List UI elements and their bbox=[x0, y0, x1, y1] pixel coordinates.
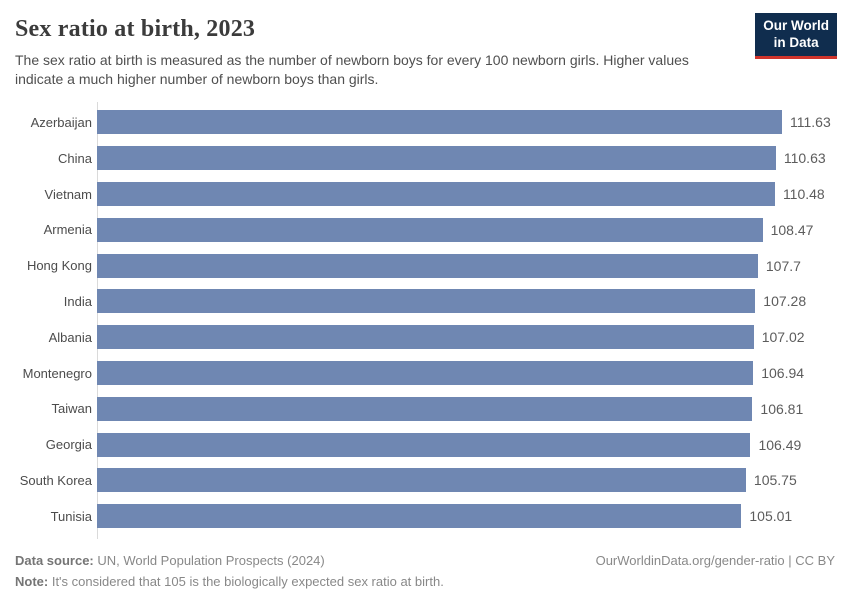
bar-track: 105.75 bbox=[97, 468, 797, 493]
chart-row: South Korea 105.75 bbox=[15, 463, 835, 499]
bar-track: 105.01 bbox=[97, 504, 792, 529]
note-text: It's considered that 105 is the biologic… bbox=[48, 574, 444, 590]
value-label: 106.94 bbox=[761, 365, 805, 382]
value-label: 107.02 bbox=[761, 329, 805, 346]
note-label: Note: bbox=[15, 574, 49, 590]
category-label: Albania bbox=[48, 329, 92, 345]
category-label: Armenia bbox=[43, 222, 92, 238]
chart-row: Vietnam 110.48 bbox=[15, 176, 835, 212]
chart-row: Albania 107.02 bbox=[15, 319, 835, 355]
bar-track: 108.47 bbox=[97, 217, 813, 242]
category-label: South Korea bbox=[19, 472, 92, 488]
bar-track: 107.28 bbox=[97, 289, 806, 314]
value-label: 110.48 bbox=[782, 186, 825, 203]
footer-left: Data source: UN, World Population Prospe… bbox=[15, 550, 444, 592]
chart-footer: Data source: UN, World Population Prospe… bbox=[15, 550, 835, 592]
bar[interactable] bbox=[97, 468, 746, 493]
bar[interactable] bbox=[97, 504, 742, 529]
owid-logo-line1: Our World bbox=[763, 18, 829, 33]
category-label: Vietnam bbox=[44, 186, 92, 202]
bar-track: 106.94 bbox=[97, 361, 804, 386]
bar[interactable] bbox=[97, 217, 763, 242]
category-label: Hong Kong bbox=[26, 258, 92, 274]
bar-rows: Azerbaijan 111.63 China 110.63 Vietnam 110.48… bbox=[15, 105, 835, 535]
category-label: India bbox=[63, 293, 92, 309]
bar[interactable] bbox=[97, 325, 754, 350]
owid-logo-line2: in Data bbox=[773, 34, 819, 50]
bar-track: 106.49 bbox=[97, 432, 801, 457]
bar[interactable] bbox=[97, 396, 753, 421]
category-label: Azerbaijan bbox=[30, 114, 92, 130]
bar[interactable] bbox=[97, 289, 756, 314]
bar-track: 106.81 bbox=[97, 396, 803, 421]
bar[interactable] bbox=[97, 146, 776, 171]
value-label: 110.63 bbox=[783, 150, 826, 167]
chart-header: Sex ratio at birth, 2023 The sex ratio a… bbox=[15, 13, 837, 89]
category-label: Montenegro bbox=[22, 365, 92, 381]
data-source-text: UN, World Population Prospects (2024) bbox=[93, 553, 325, 569]
bar-track: 110.48 bbox=[97, 182, 825, 207]
category-label: Georgia bbox=[45, 437, 92, 453]
chart-title: Sex ratio at birth, 2023 bbox=[15, 16, 256, 42]
chart-row: Taiwan 106.81 bbox=[15, 391, 835, 427]
bar[interactable] bbox=[97, 432, 751, 457]
category-label: China bbox=[58, 150, 92, 166]
bar[interactable] bbox=[97, 361, 754, 386]
chart-subtitle: The sex ratio at birth is measured as th… bbox=[15, 51, 689, 87]
value-label: 108.47 bbox=[770, 221, 814, 238]
chart-row: Azerbaijan 111.63 bbox=[15, 105, 835, 141]
data-source-line: Data source: UN, World Population Prospe… bbox=[15, 550, 444, 571]
value-label: 111.63 bbox=[790, 114, 831, 131]
bar[interactable] bbox=[97, 182, 775, 207]
y-axis-line bbox=[97, 101, 98, 540]
owid-logo[interactable]: Our World in Data bbox=[755, 13, 837, 59]
value-label: 106.81 bbox=[760, 400, 804, 417]
bar-track: 110.63 bbox=[97, 146, 826, 171]
bar[interactable] bbox=[97, 253, 758, 278]
chart-row: Armenia 108.47 bbox=[15, 212, 835, 248]
bar-chart: Azerbaijan 111.63 China 110.63 Vietnam 110.48… bbox=[15, 101, 835, 540]
value-label: 105.75 bbox=[753, 472, 797, 489]
value-label: 106.49 bbox=[758, 436, 802, 453]
chart-row: India 107.28 bbox=[15, 284, 835, 320]
chart-row: Montenegro 106.94 bbox=[15, 355, 835, 391]
note-line: Note: It's considered that 105 is the bi… bbox=[15, 571, 444, 592]
bar-track: 107.7 bbox=[97, 253, 801, 278]
bar[interactable] bbox=[97, 110, 782, 135]
chart-row: China 110.63 bbox=[15, 140, 835, 176]
chart-row: Tunisia 105.01 bbox=[15, 498, 835, 534]
chart-row: Georgia 106.49 bbox=[15, 427, 835, 463]
category-label: Taiwan bbox=[51, 401, 92, 417]
value-label: 107.7 bbox=[765, 257, 801, 274]
chart-row: Hong Kong 107.7 bbox=[15, 248, 835, 284]
data-source-label: Data source: bbox=[15, 553, 94, 569]
attribution-link[interactable]: OurWorldinData.org/gender-ratio | CC BY bbox=[595, 553, 835, 569]
value-label: 107.28 bbox=[763, 293, 807, 310]
bar-track: 107.02 bbox=[97, 325, 805, 350]
value-label: 105.01 bbox=[749, 508, 793, 525]
category-label: Tunisia bbox=[50, 508, 92, 524]
bar-track: 111.63 bbox=[97, 110, 831, 135]
